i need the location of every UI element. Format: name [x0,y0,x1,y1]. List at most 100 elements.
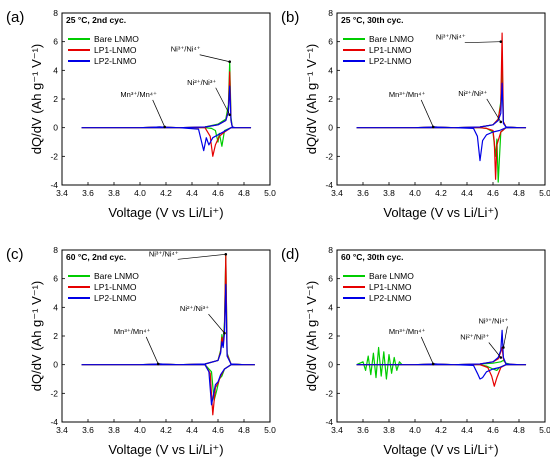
chart-panel: 3.4 3.6 3.8 4.0 4.2 4.4 4.6 4.8 5.0 -4 -2 0 2 4 6 8 Volt… [281,245,550,457]
x-tick-label: 4.4 [186,425,198,435]
annotation-arrowhead [156,362,160,366]
x-axis-label: Voltage (V vs Li/Li⁺) [108,442,223,457]
x-tick-label: 4.0 [134,188,146,198]
condition-label: 25 °C, 30th cyc. [341,15,403,25]
y-tick-label: 6 [53,37,58,47]
x-tick-label: 4.2 [435,188,447,198]
y-tick-label: 0 [328,360,333,370]
y-tick-label: 6 [328,274,333,284]
y-tick-label: 6 [328,37,333,47]
x-tick-label: 3.6 [357,425,369,435]
x-tick-label: 4.2 [435,425,447,435]
annotation-arrowhead [502,346,505,349]
y-tick-label: -2 [325,151,333,161]
y-tick-label: -4 [50,417,58,427]
panel-letter: (a) [6,9,24,26]
y-axis-label: dQ/dV (Ah g⁻¹ V⁻¹) [29,44,44,155]
annotation-label: Ni²⁺/Ni³⁺ [458,89,487,98]
y-axis-label: dQ/dV (Ah g⁻¹ V⁻¹) [304,281,319,392]
x-tick-label: 4.8 [238,188,250,198]
x-tick-label: 5.0 [539,188,550,198]
y-tick-label: 4 [328,65,333,75]
legend-label: Bare LNMO [369,271,414,281]
y-tick-label: -4 [50,180,58,190]
annotation-arrow [208,313,225,334]
x-tick-label: 3.6 [82,188,94,198]
annotation-label: Ni²⁺/Ni³⁺ [187,78,216,87]
panel-letter: (d) [281,246,299,263]
y-tick-label: 0 [53,123,58,133]
x-tick-label: 4.4 [461,188,473,198]
annotation-arrow [145,336,159,365]
y-tick-label: 8 [53,8,58,18]
legend-label: Bare LNMO [94,34,139,44]
x-tick-label: 3.4 [331,188,343,198]
annotation-arrow [464,41,501,44]
annotation-arrow [486,98,502,123]
y-tick-label: -2 [50,388,58,398]
y-tick-label: 0 [328,123,333,133]
annotation-arrowhead [228,60,231,64]
chart-panel: 3.4 3.6 3.8 4.0 4.2 4.4 4.6 4.8 5.0 -4 -2 0 2 4 6 8 Volt… [6,245,276,457]
annotation-label: Ni³⁺/Ni⁴⁺ [149,249,179,258]
x-tick-label: 3.8 [108,425,120,435]
x-axis-label: Voltage (V vs Li/Li⁺) [108,205,223,220]
annotation-label: Mn³⁺/Mn⁴⁺ [389,90,426,99]
annotation-arrowhead [499,120,503,124]
annotation-arrowhead [499,40,503,43]
series-line [81,283,255,406]
chart-panel: 3.4 3.6 3.8 4.0 4.2 4.4 4.6 4.8 5.0 -4 -2 0 2 4 6 8 Volt… [6,8,276,220]
annotation-arrowhead [228,113,231,117]
y-tick-label: 4 [328,302,333,312]
condition-label: 60 °C, 2nd cyc. [66,252,126,262]
annotation-arrowhead [499,356,503,359]
x-tick-label: 4.6 [487,425,499,435]
y-tick-label: 4 [53,302,58,312]
x-tick-label: 5.0 [264,188,276,198]
y-axis-label: dQ/dV (Ah g⁻¹ V⁻¹) [29,281,44,392]
x-tick-label: 4.4 [186,188,198,198]
y-tick-label: 0 [53,360,58,370]
annotation-arrow [420,99,434,128]
x-tick-label: 4.6 [212,425,224,435]
condition-label: 60 °C, 30th cyc. [341,252,403,262]
x-tick-label: 3.8 [108,188,120,198]
annotation-arrow [503,326,508,348]
annotation-label: Mn³⁺/Mn⁴⁺ [389,327,426,336]
annotation-label: Ni³⁺/Ni⁴⁺ [478,316,508,325]
x-tick-label: 4.2 [160,188,172,198]
legend-label: LP1-LNMO [94,45,137,55]
legend-label: LP1-LNMO [369,45,412,55]
legend-label: LP1-LNMO [94,282,137,292]
annotation-label: Ni³⁺/Ni⁴⁺ [171,45,201,54]
series-line [81,71,252,157]
x-tick-label: 4.0 [409,188,421,198]
legend-label: LP2-LNMO [94,293,137,303]
annotation-arrow [199,54,230,63]
x-tick-label: 5.0 [539,425,550,435]
annotation-label: Ni²⁺/Ni³⁺ [460,333,489,342]
y-axis-label: dQ/dV (Ah g⁻¹ V⁻¹) [304,44,319,155]
x-tick-label: 4.8 [513,425,525,435]
x-tick-label: 3.4 [331,425,343,435]
legend-label: LP2-LNMO [369,56,412,66]
legend-label: Bare LNMO [94,271,139,281]
x-tick-label: 4.6 [487,188,499,198]
annotation-label: Ni²⁺/Ni³⁺ [180,304,209,313]
annotation-label: Ni³⁺/Ni⁴⁺ [436,33,466,42]
panel-letter: (c) [6,246,24,263]
y-tick-label: 2 [328,331,333,341]
condition-label: 25 °C, 2nd cyc. [66,15,126,25]
y-tick-label: -2 [50,151,58,161]
annotation-label: Mn³⁺/Mn⁴⁺ [120,90,157,99]
legend-label: LP2-LNMO [94,56,137,66]
annotation-arrowhead [223,331,226,335]
chart-panel: 3.4 3.6 3.8 4.0 4.2 4.4 4.6 4.8 5.0 -4 -2 0 2 4 6 8 Volt… [281,8,550,220]
y-tick-label: -4 [325,180,333,190]
y-tick-label: 8 [53,245,58,255]
x-tick-label: 4.2 [160,425,172,435]
x-tick-label: 3.6 [82,425,94,435]
x-tick-label: 3.8 [383,425,395,435]
series-line [81,85,252,152]
